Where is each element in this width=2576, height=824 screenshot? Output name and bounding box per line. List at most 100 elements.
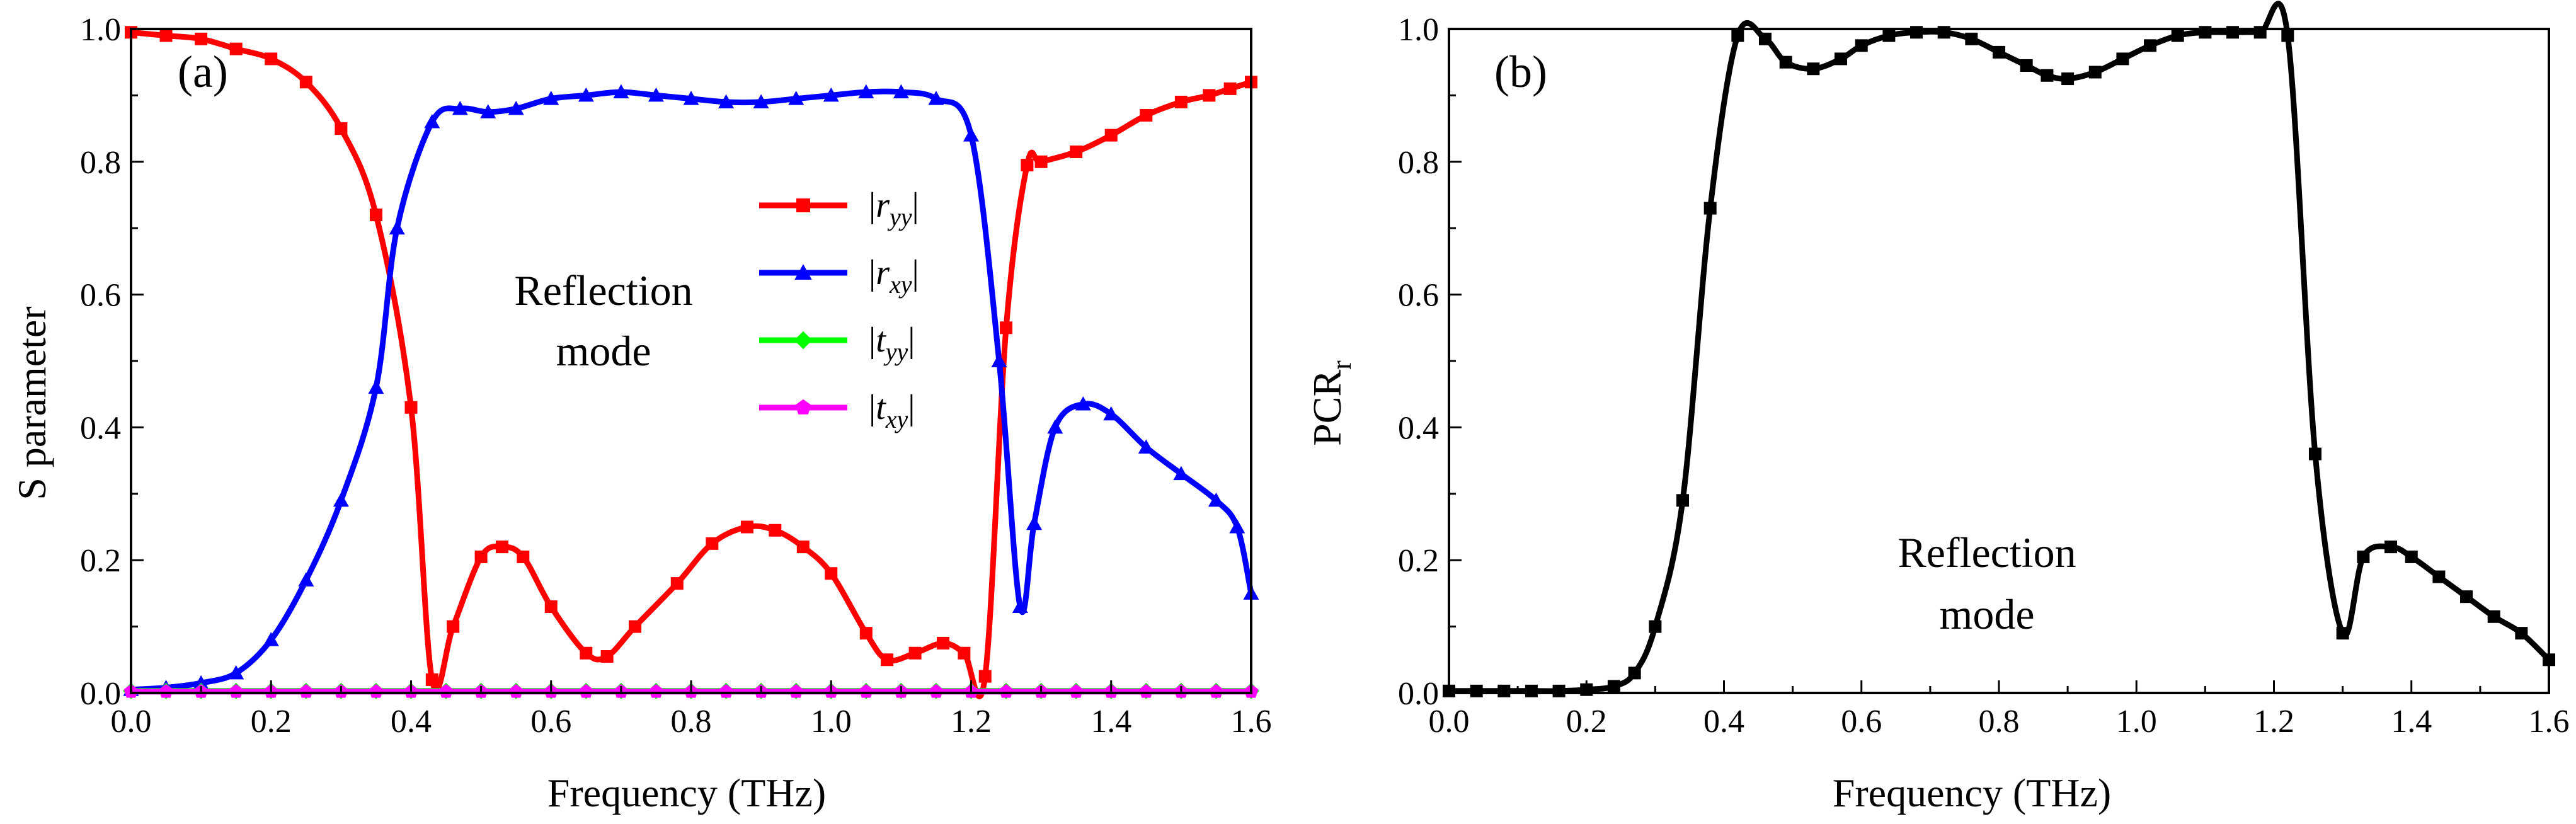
data-point xyxy=(193,675,209,690)
panel-a-chart: 0.0 0.2 0.4 0.6 0.8 1.0 1.2 1.4 1.6 0.0 0.2 0.4 0.6 0… xyxy=(9,12,1272,815)
data-point xyxy=(991,353,1007,367)
x-tick-label: 1.6 xyxy=(1231,704,1272,740)
data-point xyxy=(1103,406,1119,421)
data-point xyxy=(2515,627,2528,640)
data-point xyxy=(825,567,838,580)
x-tick-label: 0.8 xyxy=(671,704,712,740)
data-point xyxy=(1075,396,1091,411)
data-point xyxy=(424,114,440,129)
data-point xyxy=(389,220,405,235)
data-point xyxy=(613,84,629,99)
x-tick-label: 0.0 xyxy=(1429,704,1470,740)
data-point xyxy=(999,684,1014,698)
data-point xyxy=(425,673,438,686)
data-point xyxy=(508,100,524,115)
panel-b-label: (b) xyxy=(1494,47,1547,97)
y-tick-label: 0.4 xyxy=(80,410,121,446)
x-tick-label: 0.2 xyxy=(1566,704,1607,740)
panel-a-legend: |ryy| |rxy| |tyy| |txy| xyxy=(759,186,919,433)
y-tick-label: 0.4 xyxy=(1398,410,1439,446)
data-point xyxy=(2432,570,2446,583)
y-tick-label: 0.0 xyxy=(1398,676,1439,712)
data-point xyxy=(1552,684,1566,697)
data-point xyxy=(1209,684,1223,698)
data-point xyxy=(578,87,594,102)
data-point xyxy=(648,87,664,102)
x-tick-label: 1.2 xyxy=(951,704,992,740)
data-point xyxy=(333,492,349,507)
data-point xyxy=(1138,439,1154,454)
x-tick-label: 1.0 xyxy=(811,704,852,740)
panel-a-annotation-line2: mode xyxy=(556,327,651,375)
y-tick-label: 0.2 xyxy=(1398,543,1439,579)
data-point xyxy=(1047,419,1063,434)
data-point xyxy=(404,401,418,414)
data-point xyxy=(928,91,944,105)
data-point xyxy=(958,646,971,660)
y-tick-label: 0.6 xyxy=(80,278,121,314)
data-point xyxy=(1607,680,1620,693)
data-point xyxy=(2020,59,2033,72)
data-point xyxy=(859,627,873,640)
data-point xyxy=(858,84,874,99)
legend-marker xyxy=(794,331,813,350)
data-point xyxy=(1758,32,1772,45)
panel-a-ticks: 0.0 0.2 0.4 0.6 0.8 1.0 1.2 1.4 1.6 0.0 0.2 0.4 0.6 0… xyxy=(80,12,1272,740)
data-point xyxy=(517,550,530,563)
data-point xyxy=(159,684,173,698)
y-tick-label: 0.8 xyxy=(1398,145,1439,181)
data-point xyxy=(1208,492,1224,507)
data-point xyxy=(2281,29,2294,42)
data-point xyxy=(929,684,944,698)
panel-a-x-axis-title: Frequency (THz) xyxy=(547,770,826,815)
x-tick-label: 1.6 xyxy=(2529,704,2570,740)
data-point xyxy=(1138,684,1153,698)
data-point xyxy=(1070,145,1083,158)
data-point xyxy=(508,684,524,698)
data-point xyxy=(544,600,558,613)
data-point xyxy=(796,541,810,554)
data-point xyxy=(480,104,496,118)
x-tick-label: 1.0 xyxy=(2116,704,2157,740)
data-point xyxy=(1140,109,1153,122)
data-point xyxy=(1855,39,1868,52)
data-point xyxy=(229,42,243,55)
data-point xyxy=(438,684,454,698)
data-point xyxy=(963,127,979,142)
y-tick-label: 0.2 xyxy=(80,543,121,579)
data-point xyxy=(978,670,992,683)
data-point xyxy=(1676,494,1690,507)
data-point xyxy=(600,650,614,663)
legend-entry-label: |txy| xyxy=(869,388,915,433)
data-point xyxy=(1497,684,1511,697)
data-point xyxy=(2061,72,2075,86)
panel-a-y-axis-title: S parameter xyxy=(9,306,54,500)
data-point xyxy=(1223,82,1237,95)
data-point xyxy=(1882,29,1896,42)
data-point xyxy=(299,684,314,698)
x-tick-label: 0.0 xyxy=(111,704,152,740)
data-point xyxy=(1000,321,1013,335)
data-point xyxy=(1470,684,1483,697)
data-point xyxy=(1104,129,1118,142)
data-point xyxy=(452,100,468,115)
data-point xyxy=(1779,55,1792,69)
data-point xyxy=(263,632,279,646)
panel-b-annotation-line2: mode xyxy=(1939,590,2034,638)
data-point xyxy=(1034,155,1048,168)
data-point xyxy=(369,209,382,222)
data-point xyxy=(683,91,699,105)
data-point xyxy=(1703,202,1717,215)
x-tick-label: 1.2 xyxy=(2253,704,2294,740)
y-tick-label: 0.8 xyxy=(80,145,121,181)
data-point xyxy=(2357,550,2370,563)
data-point xyxy=(495,541,508,554)
data-point xyxy=(299,76,312,89)
data-point xyxy=(2308,447,2321,461)
data-point xyxy=(789,684,804,698)
x-tick-label: 0.6 xyxy=(530,704,571,740)
panel-b-chart: 0.0 0.2 0.4 0.6 0.8 1.0 1.2 1.4 1.6 0.0 0.2 0.4 0.6 0… xyxy=(1305,1,2570,815)
legend-entry-label: |ryy| xyxy=(869,186,919,231)
data-point xyxy=(2144,39,2157,52)
data-point xyxy=(2088,66,2102,79)
